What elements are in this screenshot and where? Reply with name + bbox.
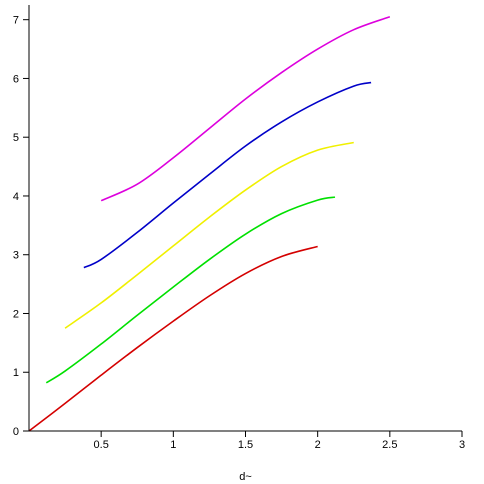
x-axis-ticks: 0.5 1 1.5 2 2.5 3 [94,431,465,451]
x-tick-label: 0.5 [94,439,109,451]
series-line-3 [64,141,354,329]
y-tick-label: 0 [13,426,19,438]
series-line-2 [45,196,336,384]
x-axis-title: d~ [239,471,252,483]
y-tick-label: 1 [13,367,19,379]
x-tick-label: 1 [170,439,176,451]
x-tick-label: 2.5 [382,439,397,451]
y-tick-label: 6 [13,73,19,85]
y-tick-label: 4 [13,191,19,203]
x-tick-label: 1.5 [238,439,253,451]
series-line-1 [28,245,318,432]
x-tick-label: 3 [459,439,465,451]
y-tick-label: 5 [13,132,19,144]
y-tick-label: 7 [13,15,19,27]
series-line-4 [83,81,372,269]
y-tick-label: 3 [13,250,19,262]
y-axis-ticks: 0 1 2 3 4 5 6 7 [13,15,29,438]
x-tick-label: 2 [315,439,321,451]
plot-marks [28,15,391,432]
series-line-5 [100,15,391,202]
y-tick-label: 2 [13,308,19,320]
